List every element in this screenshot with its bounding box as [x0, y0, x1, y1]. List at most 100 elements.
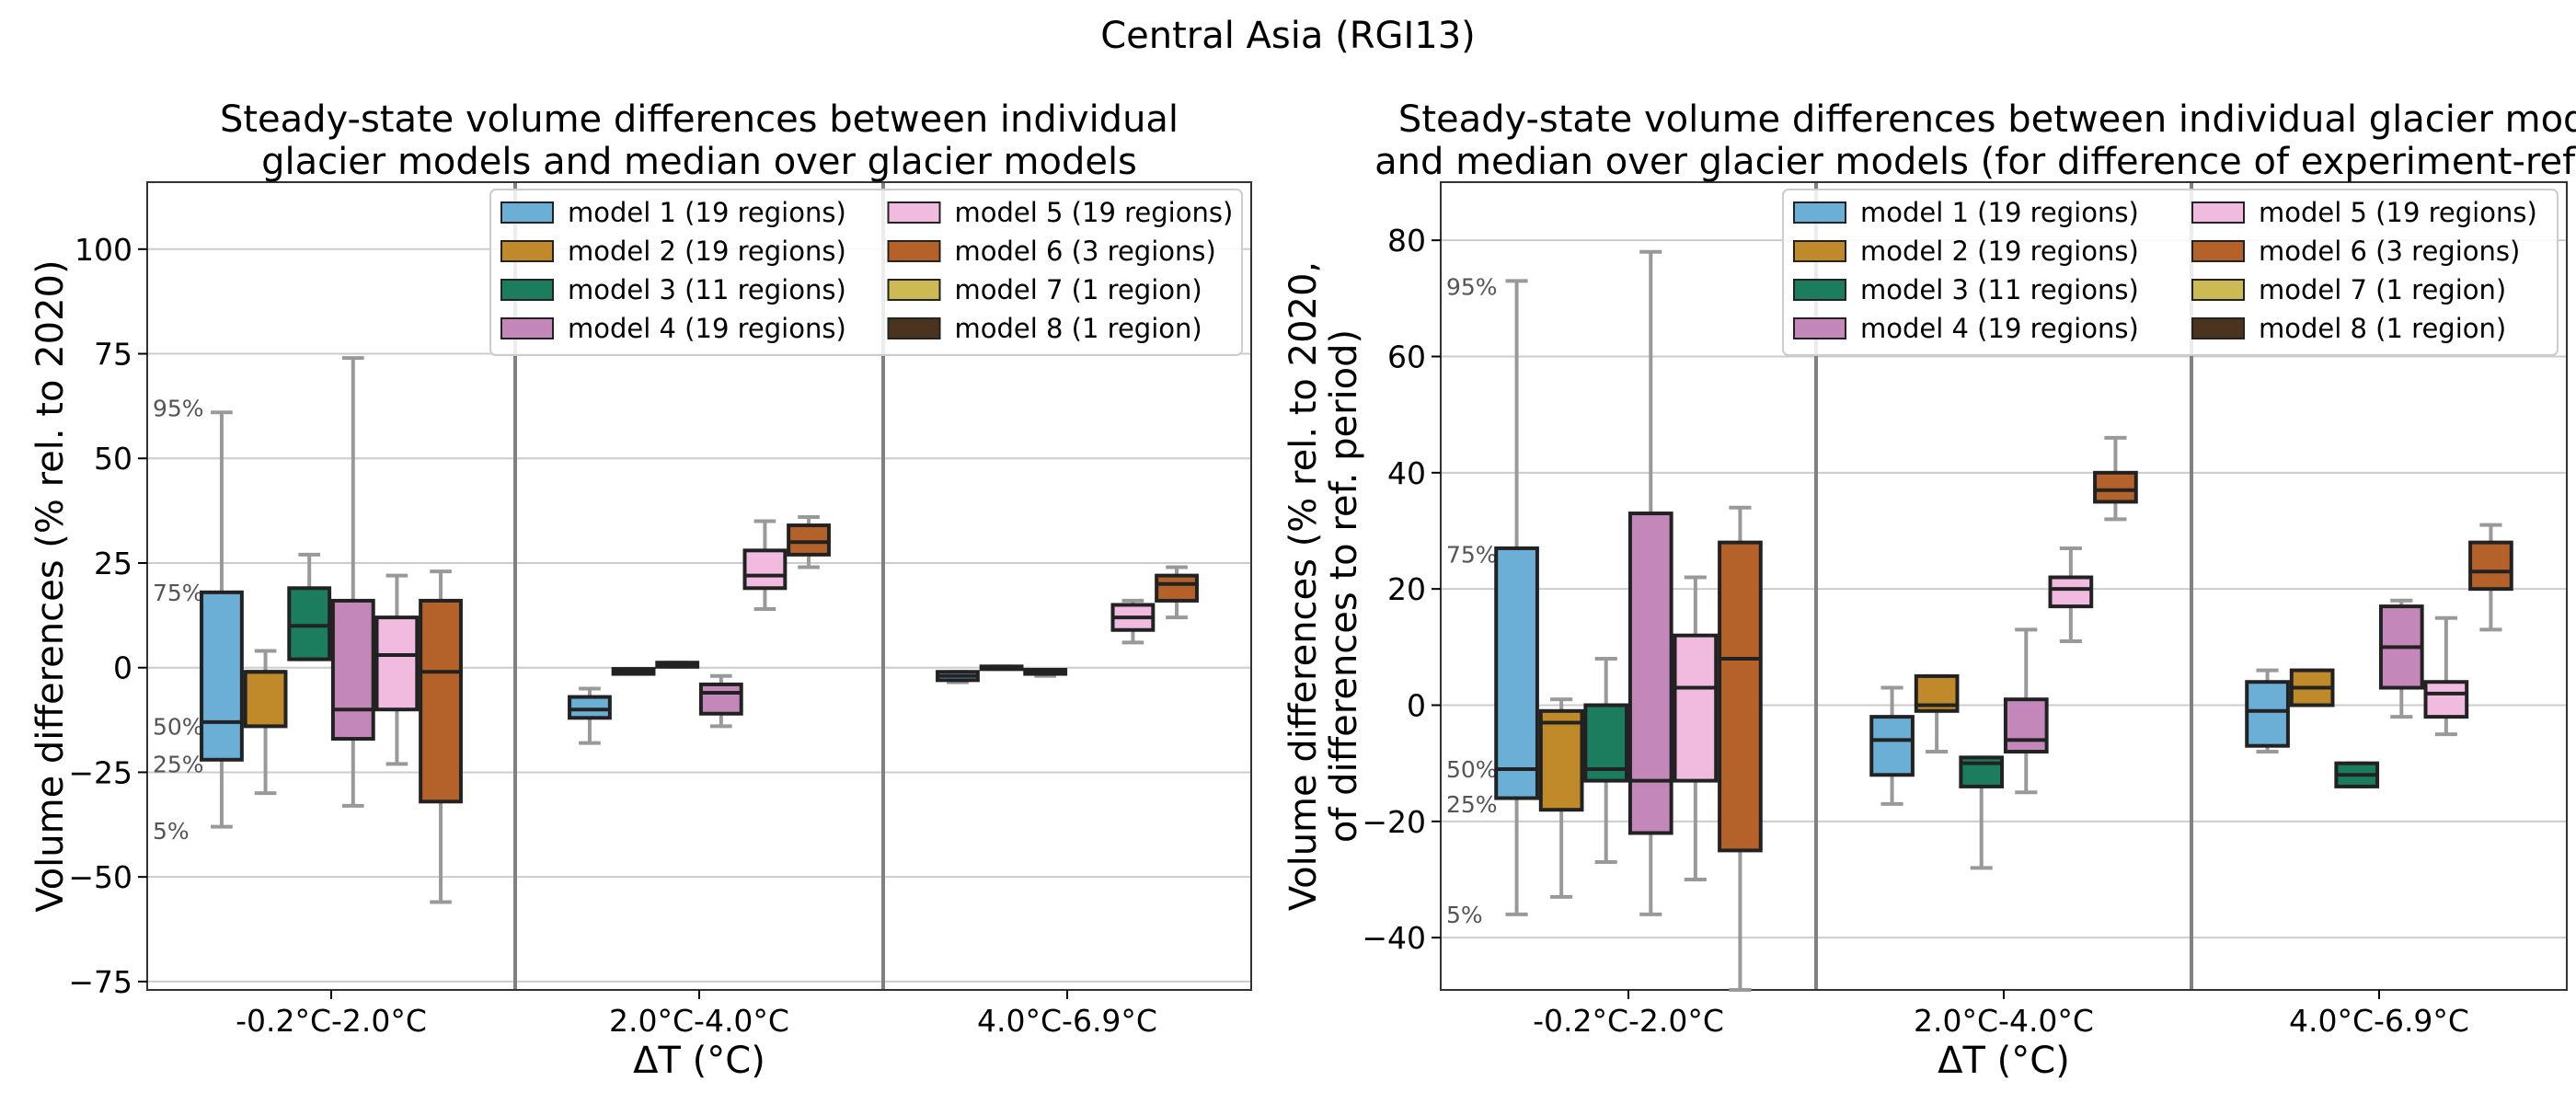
y-tick-label: 75	[94, 337, 132, 373]
quantile-label: 75%	[1446, 541, 1498, 568]
chart-panel-right: −40 −20 0 20 40 60 80 -0.2°C-2.0°C 2.0°C-4.0°C 4.…	[1282, 98, 2576, 1082]
box	[374, 615, 420, 712]
y-tick-label: 80	[1387, 223, 1426, 259]
legend-label: model 8 (1 region)	[2259, 313, 2506, 344]
legend-swatch	[500, 240, 554, 262]
legend-label: model 5 (19 regions)	[2259, 197, 2537, 228]
legend-swatch	[500, 201, 554, 224]
quantile-label: 95%	[153, 396, 204, 422]
legend-swatch	[887, 240, 941, 262]
y-tick-label: 100	[75, 232, 132, 268]
box	[1627, 512, 1673, 835]
box	[1538, 708, 1584, 812]
chart-title-line: and median over glacier models (for diff…	[1374, 141, 2576, 183]
box	[2423, 680, 2469, 719]
x-tick-label: 4.0°C-6.9°C	[2289, 1003, 2469, 1039]
quantile-label: 25%	[1446, 791, 1498, 818]
legend-swatch	[1793, 317, 1846, 339]
box	[698, 682, 743, 716]
box	[2245, 680, 2290, 748]
y-tick-label: −50	[68, 859, 132, 895]
legend-swatch	[887, 317, 941, 339]
figure-suptitle: Central Asia (RGI13)	[1100, 15, 1476, 57]
chart-title-line: glacier models and median over glacier m…	[261, 141, 1137, 183]
legend-label: model 6 (3 regions)	[2259, 236, 2520, 267]
box	[330, 598, 375, 742]
x-tick-label: -0.2°C-2.0°C	[1533, 1003, 1724, 1039]
box	[2093, 470, 2138, 504]
legend-frame	[489, 189, 1243, 356]
box	[1673, 633, 1719, 783]
box	[742, 548, 788, 591]
legend-label: model 4 (19 regions)	[568, 313, 846, 344]
y-tick-label: −75	[68, 964, 132, 1000]
legend-label: model 1 (19 regions)	[1860, 197, 2139, 228]
legend-frame	[1782, 189, 2559, 356]
quantile-label: 5%	[153, 818, 190, 845]
chart-title-line: Steady-state volume differences between …	[220, 98, 1179, 141]
legend-swatch	[2191, 201, 2245, 224]
box	[2048, 575, 2094, 609]
legend-swatch	[500, 279, 554, 301]
legend-label: model 2 (19 regions)	[568, 236, 846, 267]
quantile-label: 75%	[153, 580, 204, 606]
box	[2003, 697, 2049, 754]
y-tick-label: −25	[68, 754, 132, 790]
legend-swatch	[2191, 240, 2245, 262]
y-axis-label-line: of differences to ref. period)	[1323, 329, 1365, 843]
y-tick-label: 50	[94, 441, 132, 477]
legend-label: model 2 (19 regions)	[1860, 236, 2139, 267]
box	[419, 598, 463, 804]
chart-panel-left: −75 −50 −25 0 25 50 75 100 -0.2°C-2.0°C 2.0°C-4.0…	[29, 98, 1252, 1082]
box	[1494, 546, 1539, 800]
quantile-label: 50%	[153, 713, 204, 740]
legend-swatch	[1793, 240, 1846, 262]
quantile-label: 25%	[153, 751, 204, 777]
legend-swatch	[2191, 279, 2245, 301]
x-tick-label: 2.0°C-4.0°C	[609, 1003, 789, 1039]
x-axis-label: ΔT (°C)	[1938, 1040, 2070, 1082]
box	[568, 695, 612, 720]
legend-label: model 3 (11 regions)	[1860, 274, 2139, 305]
y-axis-label-line: Volume differences (% rel. to 2020)	[29, 259, 72, 912]
y-tick-label: 60	[1387, 339, 1426, 374]
box	[2468, 540, 2513, 592]
x-axis-label: ΔT (°C)	[633, 1040, 765, 1082]
y-tick-label: 40	[1387, 455, 1426, 491]
legend-swatch	[887, 201, 941, 224]
box	[243, 670, 288, 729]
y-tick-label: 0	[1407, 687, 1426, 723]
legend-label: model 3 (11 regions)	[568, 274, 846, 305]
box	[1155, 573, 1199, 603]
legend-label: model 1 (19 regions)	[568, 197, 846, 228]
box	[1869, 715, 1915, 777]
legend-swatch	[2191, 317, 2245, 339]
x-tick-label: -0.2°C-2.0°C	[236, 1003, 427, 1039]
y-tick-label: 20	[1387, 571, 1426, 607]
legend-label: model 8 (1 region)	[955, 313, 1202, 344]
legend-label: model 4 (19 regions)	[1860, 313, 2139, 344]
x-tick-label: 2.0°C-4.0°C	[1914, 1003, 2094, 1039]
box	[787, 523, 831, 557]
legend-swatch	[887, 279, 941, 301]
box	[1718, 540, 1763, 853]
chart-title-line: Steady-state volume differences between …	[1398, 98, 2576, 141]
y-tick-label: −20	[1362, 804, 1426, 840]
quantile-label: 5%	[1446, 902, 1483, 928]
legend-swatch	[500, 317, 554, 339]
y-tick-label: 25	[94, 546, 132, 581]
quantile-label: 95%	[1446, 274, 1498, 301]
box	[287, 586, 332, 661]
y-axis-label-line: Volume differences (% rel. to 2020,	[1282, 261, 1325, 911]
legend-label: model 6 (3 regions)	[955, 236, 1216, 267]
quantile-label: 50%	[1446, 756, 1498, 783]
legend-swatch	[1793, 279, 1846, 301]
legend-label: model 7 (1 region)	[2259, 274, 2506, 305]
legend-label: model 5 (19 regions)	[955, 197, 1234, 228]
y-tick-label: −40	[1362, 920, 1426, 956]
y-tick-label: 0	[113, 650, 132, 686]
box	[200, 590, 244, 762]
legend-label: model 7 (1 region)	[955, 274, 1202, 305]
legend-swatch	[1793, 201, 1846, 224]
